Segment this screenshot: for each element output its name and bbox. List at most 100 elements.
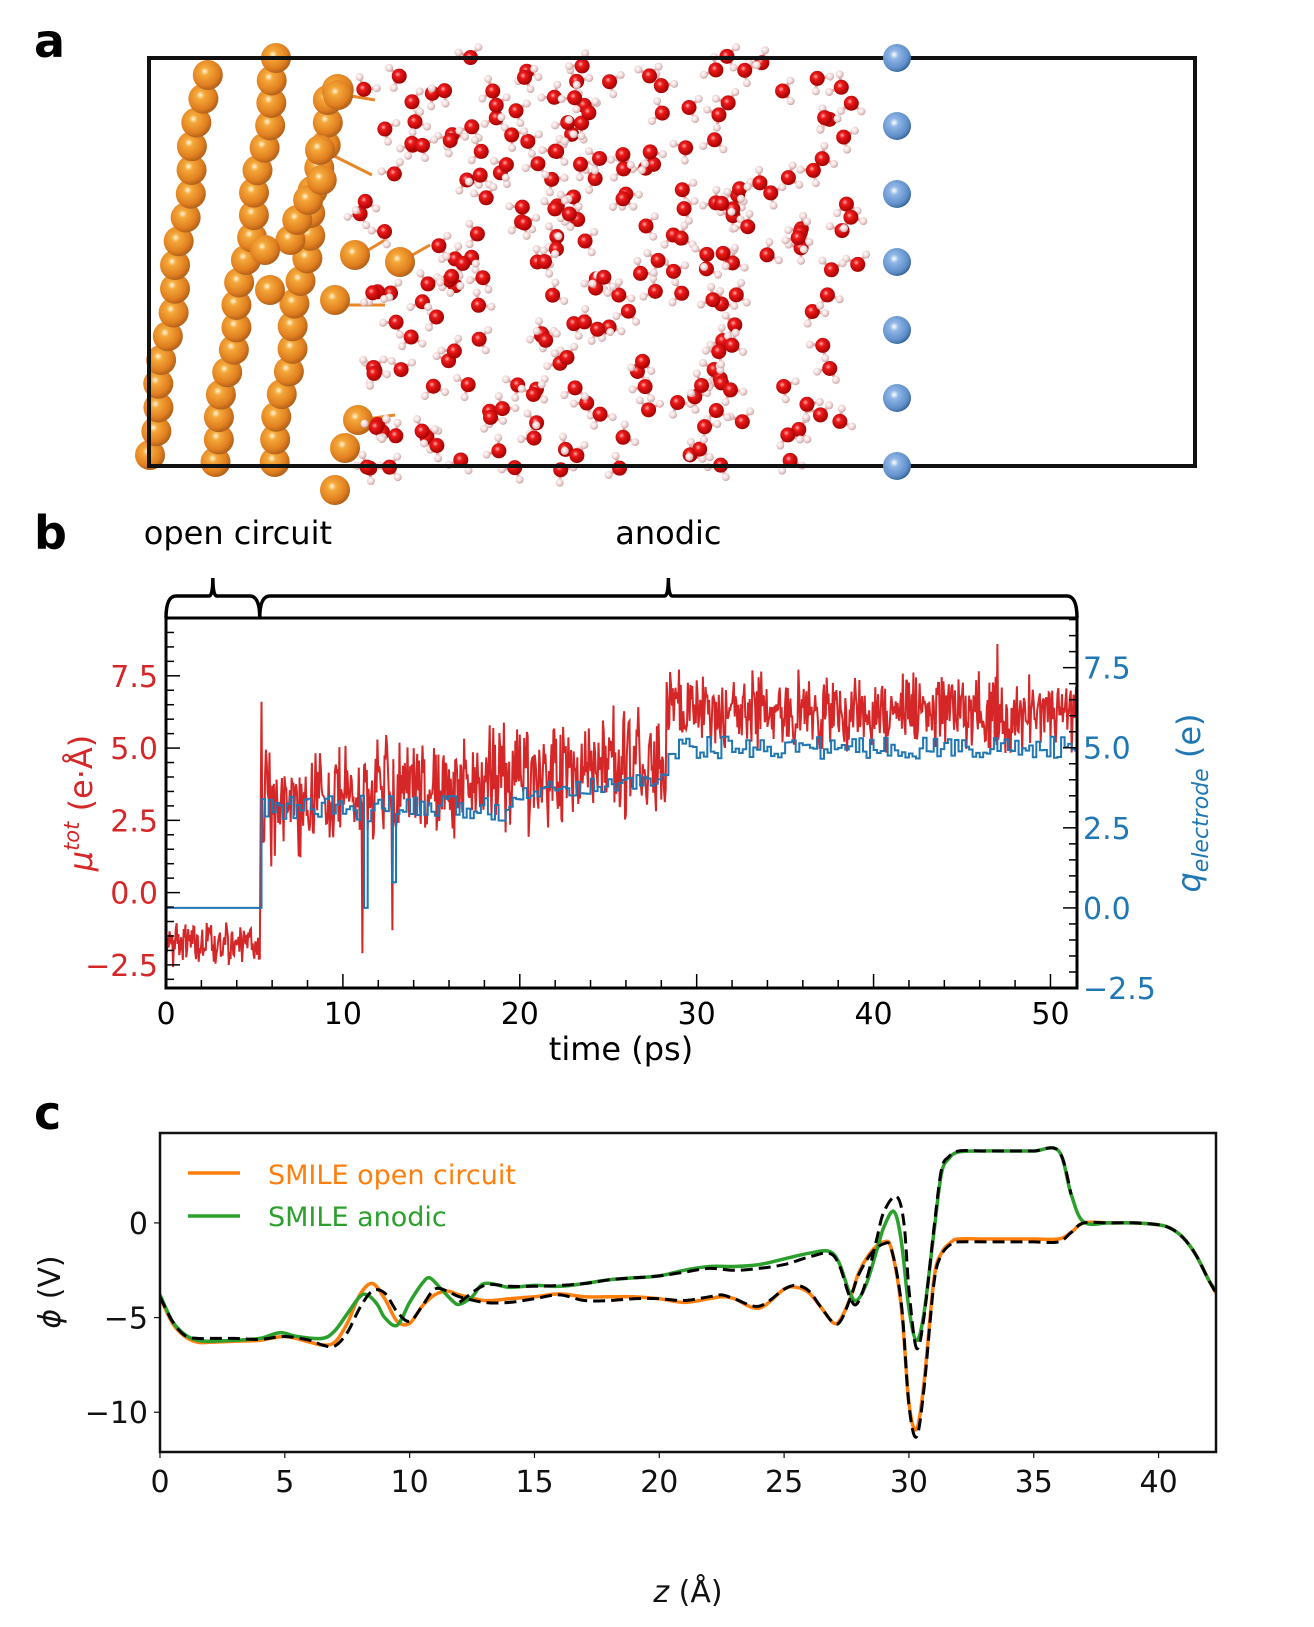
- hydrogen-atom: [569, 399, 578, 408]
- hydrogen-atom: [383, 137, 392, 146]
- oxygen-atom: [646, 156, 662, 172]
- hydrogen-atom: [395, 330, 404, 339]
- hydrogen-atom: [840, 224, 849, 233]
- atom-layer: [135, 43, 871, 505]
- copper-atom: [260, 424, 291, 455]
- oxygen-atom: [581, 105, 597, 121]
- oxygen-atom: [388, 314, 404, 330]
- hydrogen-atom: [543, 362, 552, 371]
- hydrogen-atom: [691, 405, 700, 414]
- oxygen-atom: [545, 287, 561, 303]
- hydrogen-atom: [836, 107, 845, 116]
- copper-atom: [238, 200, 269, 231]
- counter-electrode-atom: [883, 384, 911, 412]
- copper-atom: [250, 235, 280, 265]
- hydrogen-atom: [392, 118, 401, 127]
- hydrogen-atom: [723, 413, 732, 422]
- hydrogen-atom: [731, 328, 740, 337]
- oxygen-atom: [843, 209, 859, 225]
- hydrogen-atom: [649, 268, 658, 277]
- hydrogen-atom: [441, 99, 450, 108]
- x-tick-labels-c: 0 5 10 15 20 25 30 35 40: [150, 1465, 1177, 1500]
- hydrogen-atom: [455, 186, 464, 195]
- hydrogen-atom: [471, 135, 480, 144]
- copper-atom: [343, 405, 373, 435]
- hydrogen-atom: [396, 144, 405, 153]
- oxygen-atom: [615, 429, 631, 445]
- hydrogen-atom: [816, 125, 825, 134]
- hydrogen-atom: [538, 146, 547, 155]
- hydrogen-atom: [421, 154, 430, 163]
- hydrogen-atom: [580, 392, 589, 401]
- y-label-left-sup: tot: [60, 821, 84, 851]
- oxygen-atom: [508, 103, 524, 119]
- hydrogen-atom: [765, 238, 774, 247]
- hydrogen-atom: [467, 156, 476, 165]
- oxygen-atom: [666, 263, 682, 279]
- copper-atom: [323, 80, 353, 110]
- y-left-tick-label: 0.0: [110, 877, 158, 912]
- hydrogen-atom: [612, 312, 621, 321]
- legend-c: SMILE open circuit SMILE anodic: [188, 1160, 516, 1233]
- hydrogen-atom: [705, 453, 714, 462]
- hydrogen-atom: [707, 282, 716, 291]
- hydrogen-atom: [737, 278, 746, 287]
- hydrogen-atom: [647, 116, 656, 125]
- oxygen-atom: [590, 321, 606, 337]
- oxygen-atom: [596, 269, 612, 285]
- region-brace-open-circuit: [164, 577, 262, 619]
- hydrogen-atom: [474, 180, 483, 189]
- hydrogen-atom: [684, 216, 693, 225]
- hydrogen-atom: [805, 238, 814, 247]
- x-label-c-main: z: [652, 1575, 670, 1610]
- hydrogen-atom: [434, 454, 443, 463]
- hydrogen-atom: [686, 437, 695, 446]
- hydrogen-atom: [551, 278, 560, 287]
- copper-atom: [256, 65, 287, 96]
- oxygen-atom: [455, 255, 471, 271]
- hydrogen-atom: [556, 190, 565, 199]
- y-axis-label-right-b: qelectrode (e): [1170, 713, 1214, 892]
- hydrogen-atom: [668, 410, 677, 419]
- oxygen-atom: [538, 332, 554, 348]
- hydrogen-atom: [537, 93, 546, 102]
- hydrogen-atom: [656, 399, 665, 408]
- hydrogen-atom: [541, 170, 550, 179]
- plot-frame-b: [164, 616, 1079, 990]
- hydrogen-atom: [418, 339, 427, 348]
- hydrogen-atom: [534, 73, 543, 82]
- hydrogen-atom: [712, 123, 721, 132]
- hydrogen-atom: [560, 296, 569, 305]
- hydrogen-atom: [560, 196, 569, 205]
- hydrogen-atom: [501, 173, 510, 182]
- hydrogen-atom: [681, 261, 690, 270]
- oxygen-atom: [464, 119, 480, 135]
- hydrogen-atom: [833, 114, 842, 123]
- hydrogen-atom: [442, 252, 451, 261]
- hydrogen-atom: [585, 73, 594, 82]
- y-label-right-unit: (e): [1170, 713, 1208, 768]
- copper-atom: [259, 447, 290, 477]
- hydrogen-atom: [521, 164, 530, 173]
- hydrogen-atom: [454, 48, 463, 57]
- hydrogen-atom: [713, 419, 722, 428]
- x-tick-label: 0: [150, 1465, 169, 1500]
- oxygen-atom: [536, 254, 552, 270]
- x-label-c-unit: (Å): [669, 1574, 722, 1610]
- hydrogen-atom: [550, 349, 559, 358]
- hydrogen-atom: [653, 97, 662, 106]
- hydrogen-atom: [691, 244, 700, 253]
- oxygen-atom: [697, 419, 713, 435]
- hydrogen-atom: [781, 395, 790, 404]
- oxygen-atom: [567, 90, 583, 106]
- hydrogen-atom: [520, 127, 529, 136]
- hydrogen-atom: [526, 335, 535, 344]
- copper-atom: [158, 297, 189, 328]
- hydrogen-atom: [540, 395, 549, 404]
- hydrogen-atom: [432, 352, 441, 361]
- oxygen-atom: [514, 199, 530, 215]
- hydrogen-atom: [511, 404, 520, 413]
- hydrogen-atom: [700, 435, 709, 444]
- hydrogen-atom: [502, 180, 511, 189]
- hydrogen-atom: [559, 432, 568, 441]
